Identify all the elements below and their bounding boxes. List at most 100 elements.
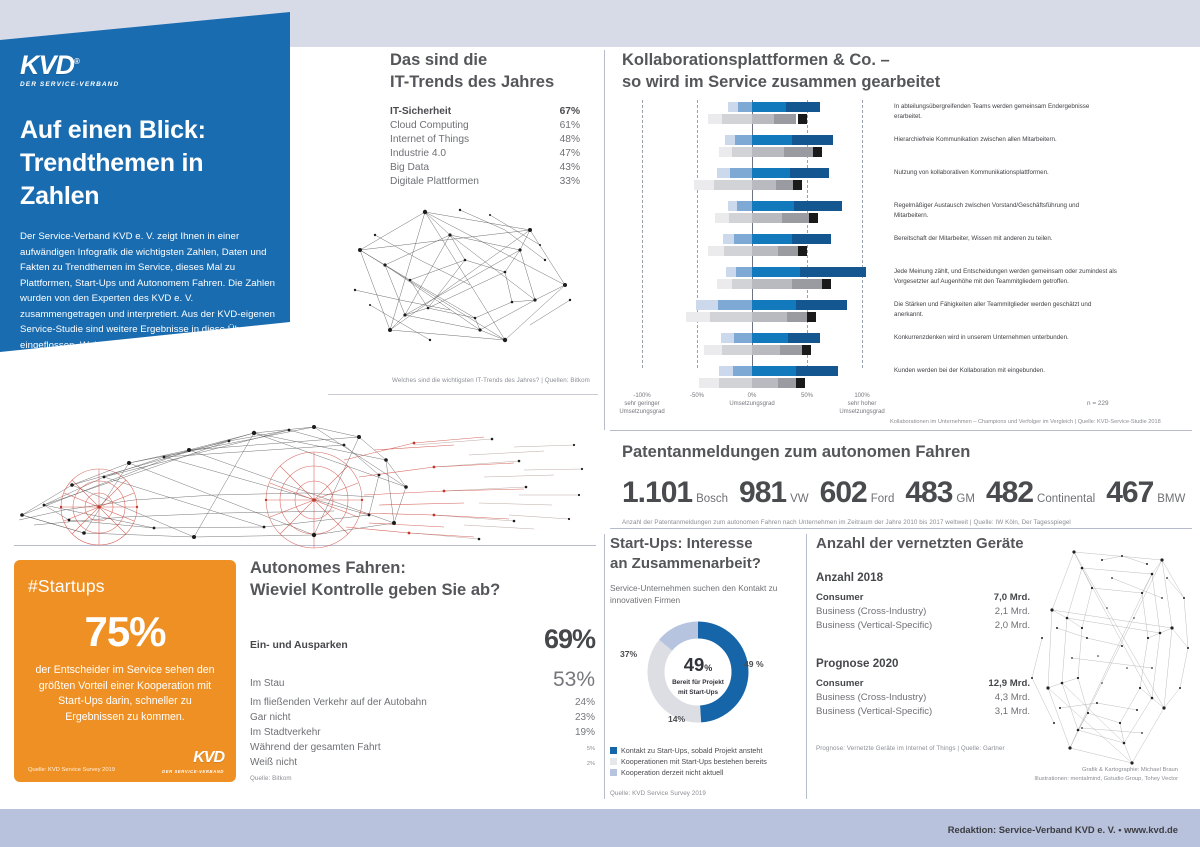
axis-tick-value: -100% [633, 393, 651, 399]
collaboration-chart: Champions Verfolger In abteilungsübergre… [470, 100, 1192, 415]
donut-center-number: 49 [683, 654, 705, 675]
donut-subtitle: Service-Unternehmen suchen den Kontakt z… [610, 582, 778, 605]
startups-interest-section: Start-Ups: Interesse an Zusammenarbeit? … [610, 534, 795, 606]
gridline-minus100 [642, 100, 643, 368]
it-trends-title-line1: Das sind die [390, 51, 488, 69]
legend-item: Kooperationen mit Start-Ups bestehen ber… [610, 757, 810, 766]
startups-highlight-box: #Startups 75% der Entscheider im Service… [14, 560, 236, 782]
hero-panel: KVD® DER SERVICE-VERBAND Auf einen Blick… [0, 12, 290, 352]
patent-number: 981 [739, 475, 787, 509]
gridline-minus50 [697, 100, 698, 368]
patents-list: 1.101 Bosch 981 VW 602 Ford 483 GM 482 C… [622, 476, 1192, 510]
donut-title: Start-Ups: Interesse an Zusammenarbeit? [610, 534, 795, 574]
network-map-illustration [1012, 538, 1194, 778]
horizontal-divider-patents-bottom [610, 528, 1192, 529]
startups-hashtag: #Startups [28, 576, 105, 596]
legend-swatch [610, 747, 617, 754]
collaboration-source: Kollaborationen im Unternehmen – Champio… [890, 419, 1161, 425]
devices-label: Business (Vertical-Specific) [816, 619, 933, 631]
it-trend-value: 33% [559, 176, 580, 188]
it-trend-label: Digitale Plattformen [390, 176, 479, 188]
median-marker [798, 114, 807, 124]
collaboration-description: Regelmäßiger Austausch zwischen Vorstand… [894, 202, 1080, 219]
bar-group [622, 201, 922, 227]
legend-item: Kontakt zu Start-Ups, sobald Projekt ans… [610, 746, 810, 755]
kvd-logo: KVD® DER SERVICE-VERBAND [20, 50, 280, 89]
credits-line2: Illustrationen: mentalmind, Gstudio Grou… [1034, 776, 1178, 783]
median-marker [796, 378, 805, 388]
axis-tick-value: -50% [689, 393, 704, 399]
autonomous-title-line2: Wieviel Kontrolle geben Sie ab? [250, 580, 501, 599]
devices-row: Consumer 7,0 Mrd. [816, 592, 1116, 603]
patents-title: Patentanmeldungen zum autonomen Fahren [622, 443, 971, 461]
devices-label: Business (Cross-Industry) [816, 605, 927, 617]
autonomous-label: Im Stau [250, 677, 285, 689]
it-trends-title-line2: IT-Trends des Jahres [390, 72, 555, 91]
axis-tick-minus50: -50% [652, 392, 742, 400]
autonomous-row: Gar nicht 23% [250, 712, 595, 723]
it-trends-row: Internet of Things 48% [390, 133, 580, 147]
legend-label: Kontakt zu Start-Ups, sobald Projekt ans… [621, 746, 763, 755]
it-trend-value: 61% [559, 120, 580, 132]
donut-legend: Kontakt zu Start-Ups, sobald Projekt ans… [610, 746, 810, 779]
devices-row: Business (Cross-Industry) 2,1 Mrd. [816, 606, 1116, 617]
devices-label: Business (Vertical-Specific) [816, 705, 933, 717]
collaboration-description: Konkurrenzdenken wird in unserem Unterne… [894, 334, 1069, 341]
collaboration-description: Kunden werden bei der Kollaboration mit … [894, 367, 1046, 374]
devices-label: Business (Cross-Industry) [816, 691, 927, 703]
legend-label: Kooperationen mit Start-Ups bestehen ber… [621, 757, 767, 766]
page-title-line1: Auf einen Blick: [20, 116, 206, 144]
autonomous-row: Während der gesamten Fahrt 5% [250, 742, 595, 753]
autonomous-row: Weiß nicht 2% [250, 757, 595, 768]
collaboration-description: Bereitschaft der Mitarbeiter, Wissen mit… [894, 235, 1053, 242]
donut-center-line2: mit Start-Ups [677, 688, 719, 696]
gridline-plus100 [862, 100, 863, 368]
it-trends-source: Welches sind die wichtigsten IT-Trends d… [392, 377, 590, 384]
it-trend-label: Industrie 4.0 [390, 148, 447, 160]
donut-callout-bottom: 14% [668, 714, 686, 724]
patents-section: Patentanmeldungen zum autonomen Fahren 1… [622, 442, 1192, 526]
bar-group: Champions Verfolger [470, 102, 922, 128]
devices-row: Business (Vertical-Specific) 2,0 Mrd. [816, 620, 1116, 631]
it-trends-section: Das sind die IT-Trends des Jahres IT-Sic… [390, 50, 580, 189]
devices-block-2018: Anzahl 2018 Consumer 7,0 Mrd. Business (… [816, 571, 1116, 631]
donut-center-label: 49% Bereit für Projekt mit Start-Ups [628, 654, 768, 697]
autonomous-label: Während der gesamten Fahrt [250, 741, 381, 753]
wireframe-car-illustration [14, 415, 599, 550]
bar-group [622, 267, 922, 293]
axis-tick-plus100: 100% sehr hoher Umsetzungsgrad [817, 392, 907, 416]
autonomous-row: Im fließenden Verkehr auf der Autobahn 2… [250, 697, 595, 708]
footer-text: Redaktion: Service-Verband KVD e. V. • w… [947, 824, 1178, 835]
it-trend-value: 43% [559, 162, 580, 174]
bar-group [622, 234, 922, 260]
donut-center-text: Bereit für Projekt mit Start-Ups [628, 678, 768, 697]
autonomous-value: 24% [574, 696, 595, 708]
champions-label: Champions [487, 104, 521, 110]
it-trends-row: IT-Sicherheit 67% [390, 105, 580, 119]
collaboration-section: Kollaborationsplattformen & Co. – so wir… [622, 50, 1192, 94]
credits-line1: Grafik & Kartographie: Michael Braun [1081, 767, 1178, 773]
autonomous-label: Im fließenden Verkehr auf der Autobahn [250, 696, 427, 708]
it-trend-value: 67% [559, 106, 580, 118]
devices-title: Anzahl der vernetzten Geräte [816, 535, 1024, 552]
credits: Grafik & Kartographie: Michael Braun Ill… [1034, 766, 1178, 785]
legend-item: Kooperation derzeit nicht aktuell [610, 768, 810, 777]
devices-block-2020: Prognose 2020 Consumer 12,9 Mrd. Busines… [816, 657, 1116, 717]
patent-brand: VW [790, 492, 809, 505]
autonomous-source: Quelle: Bitkom [250, 774, 292, 782]
donut-callout-right: 49 % [744, 659, 764, 669]
vertical-divider-top [604, 50, 605, 430]
startups-source: Quelle: KVD Service Survey 2019 [28, 767, 115, 773]
it-trends-row: Big Data 43% [390, 161, 580, 175]
patent-number: 483 [905, 475, 953, 509]
autonomous-value: 19% [574, 726, 595, 738]
devices-section: Anzahl der vernetzten Geräte Anzahl 2018… [816, 534, 1116, 720]
it-trend-label: Big Data [390, 162, 430, 174]
collaboration-description: In abteilungsübergreifenden Teams werden… [894, 103, 1090, 120]
donut-source: Quelle: KVD Service Survey 2019 [610, 790, 706, 797]
kvd-logo-text: KVD [20, 50, 75, 80]
axis-tick-sub2: Umsetzungsgrad [839, 409, 885, 416]
autonomous-label: Gar nicht [250, 711, 291, 723]
devices-label: Consumer [816, 591, 864, 603]
devices-value: 4,3 Mrd. [994, 691, 1030, 703]
